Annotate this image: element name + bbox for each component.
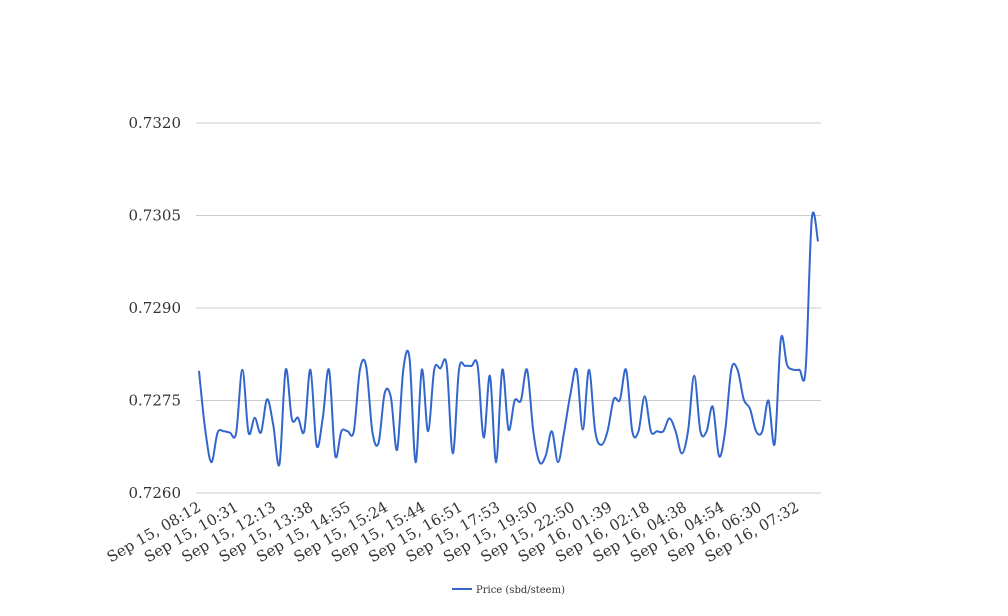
series-line [198, 211, 819, 467]
legend-label: Price (sbd/steem) [476, 585, 565, 596]
y-axis-ticks: 0.7260 0.7275 0.7290 0.7305 0.7320 [129, 114, 182, 502]
y-tick-label: 0.7320 [129, 114, 182, 132]
gridlines [196, 122, 821, 494]
y-tick-label: 0.7275 [129, 392, 182, 410]
legend: Price (sbd/steem) [452, 585, 565, 596]
y-tick-label: 0.7305 [129, 207, 182, 225]
y-tick-label: 0.7260 [129, 484, 182, 502]
y-tick-label: 0.7290 [129, 299, 182, 317]
series-layer [198, 211, 819, 467]
